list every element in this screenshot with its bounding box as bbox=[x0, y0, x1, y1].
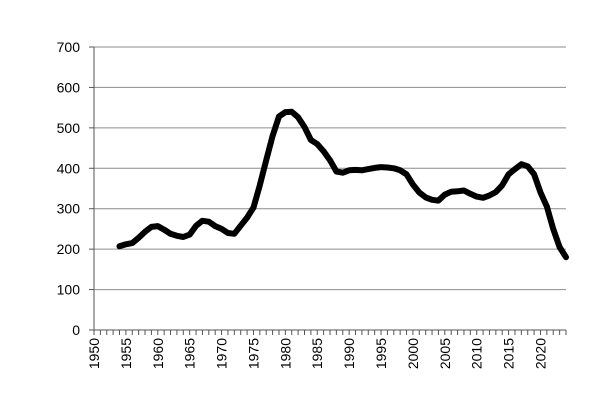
x-axis-tick-labels: 1950 1955 1960 1965 1970 1975 1980 1985 1990 1995… bbox=[86, 338, 548, 369]
y-tick-label: 400 bbox=[57, 160, 81, 176]
x-tick-label: 1960 bbox=[150, 338, 166, 369]
y-tick-label: 200 bbox=[57, 241, 81, 257]
x-tick-label: 2005 bbox=[437, 338, 453, 369]
axes bbox=[89, 46, 567, 335]
x-tick-label: 1965 bbox=[182, 338, 198, 369]
x-tick-label: 1990 bbox=[341, 338, 357, 369]
series-line bbox=[116, 108, 569, 261]
y-axis-tick-labels: 0 100 200 300 400 500 600 700 bbox=[57, 39, 81, 338]
x-tick-label: 1985 bbox=[309, 338, 325, 369]
y-tick-label: 700 bbox=[57, 39, 81, 55]
x-tick-label: 1995 bbox=[373, 338, 389, 369]
y-tick-label: 100 bbox=[57, 282, 81, 298]
y-tick-label: 500 bbox=[57, 120, 81, 136]
series-layer bbox=[116, 108, 569, 261]
x-tick-label: 2020 bbox=[532, 338, 548, 369]
x-tick-label: 1975 bbox=[245, 338, 261, 369]
x-tick-label: 1980 bbox=[277, 338, 293, 369]
x-tick-label: 2010 bbox=[469, 338, 485, 369]
y-tick-label: 300 bbox=[57, 201, 81, 217]
x-tick-label: 1970 bbox=[214, 338, 230, 369]
gridlines bbox=[94, 46, 566, 291]
x-tick-label: 1955 bbox=[118, 338, 134, 369]
x-tick-label: 1950 bbox=[86, 338, 102, 369]
x-tick-label: 2015 bbox=[501, 338, 517, 369]
y-tick-label: 600 bbox=[57, 79, 81, 95]
x-tick-label: 2000 bbox=[405, 338, 421, 369]
y-tick-label: 0 bbox=[72, 322, 80, 338]
